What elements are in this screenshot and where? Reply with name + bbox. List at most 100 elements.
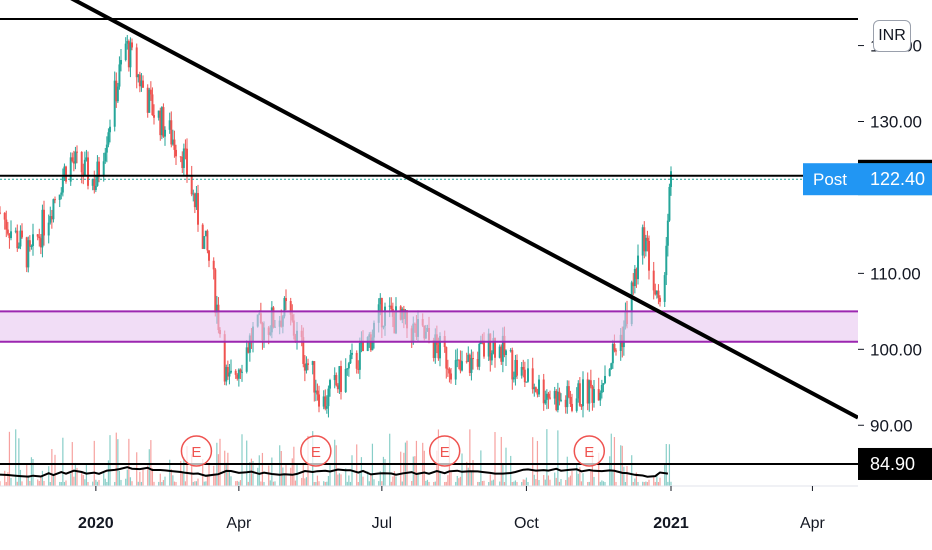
volume-bar	[434, 481, 436, 486]
volume-bar	[62, 437, 64, 486]
volume-bar	[395, 476, 397, 486]
candle-body	[236, 374, 239, 379]
candle-body	[670, 171, 672, 187]
earnings-marker[interactable]: E	[300, 435, 332, 467]
currency-button[interactable]: INR	[873, 20, 911, 52]
volume-bar	[557, 430, 559, 486]
candle-body	[0, 212, 1, 214]
volume-bar	[527, 481, 529, 486]
candle-body	[247, 347, 250, 353]
volume-bar	[164, 476, 166, 486]
volume-bar	[456, 475, 458, 486]
volume-bar	[335, 445, 337, 486]
volume-bar	[30, 457, 33, 486]
volume-bar	[40, 477, 42, 486]
support-zone[interactable]	[0, 311, 858, 342]
candle-body	[186, 148, 188, 175]
candle-body	[555, 390, 558, 411]
trendline[interactable]	[0, 0, 859, 420]
volume-bar	[461, 453, 463, 486]
candle-body	[316, 390, 319, 395]
volume-bar	[469, 429, 471, 486]
volume-bar	[411, 481, 413, 486]
volume-bar	[558, 481, 561, 486]
volume-bar	[247, 481, 249, 486]
candle-body	[289, 301, 292, 315]
volume-bar	[516, 481, 518, 486]
candle-body	[307, 363, 309, 365]
volume-bar	[10, 477, 12, 486]
volume-bar	[70, 473, 72, 486]
volume-bar	[598, 452, 600, 486]
candle-body	[547, 393, 550, 398]
candle-body	[43, 209, 45, 236]
volume-bar	[664, 464, 666, 486]
earnings-marker[interactable]: E	[180, 435, 213, 467]
candle-body	[140, 80, 143, 87]
price-badge[interactable]: 84.90	[858, 447, 932, 480]
volume-bar	[623, 466, 625, 486]
volume-bar	[510, 455, 512, 486]
volume-bar	[668, 444, 671, 486]
candle-body	[461, 361, 463, 371]
candle-body	[19, 230, 22, 247]
volume-bar	[294, 480, 297, 486]
volume-bar	[538, 479, 540, 486]
candle-body	[109, 126, 111, 133]
candle-body	[96, 161, 99, 186]
candle-body	[302, 337, 305, 364]
candle-body	[472, 357, 474, 360]
candle-body	[355, 352, 358, 369]
candle-body	[544, 399, 547, 404]
candle-body	[305, 363, 308, 371]
candle-body	[160, 107, 163, 136]
candle-body	[362, 341, 364, 352]
candle-body	[248, 335, 251, 353]
volume-bar	[98, 480, 100, 486]
volume-bar	[544, 479, 546, 486]
time-tick-label: Jul	[372, 515, 392, 532]
earnings-marker[interactable]: E	[428, 435, 461, 467]
candle-body	[118, 64, 121, 87]
candle-body	[3, 212, 6, 220]
volume-bar	[444, 481, 446, 486]
time-axis[interactable]: 2020 Apr Jul Oct 2021 Apr	[0, 485, 858, 532]
candle-body	[138, 74, 141, 87]
price-badge-tag-bg	[803, 163, 858, 196]
price-tick-label: 90.00	[870, 416, 913, 435]
volume-bar	[599, 481, 601, 486]
volume-bar	[15, 429, 17, 486]
candle-body	[74, 151, 77, 164]
candle-body	[347, 363, 350, 369]
candle-body	[525, 381, 528, 383]
candle-body	[668, 186, 671, 221]
price-badge-bg	[858, 447, 932, 480]
price-axis[interactable]: 90.00100.00110.00130.00140.00122.85122.4…	[803, 0, 932, 486]
volume-bar	[43, 480, 45, 486]
earnings-marker[interactable]: E	[573, 435, 606, 467]
candle-body	[193, 193, 196, 208]
candle-body	[335, 375, 338, 386]
volume-bar	[318, 481, 320, 486]
candle-body	[569, 396, 572, 404]
volume-bar	[82, 475, 84, 486]
volume-bar	[349, 481, 352, 486]
candle-body	[371, 337, 374, 351]
candle-body	[351, 352, 353, 355]
volume-bar	[206, 476, 209, 486]
volume-bar	[492, 479, 495, 486]
candle-body	[615, 350, 617, 352]
price-badge[interactable]: Post 122.40	[803, 163, 932, 196]
volume-bar	[565, 479, 567, 486]
volume-bar	[269, 480, 271, 486]
volume-bar	[106, 481, 108, 486]
candle-body	[285, 298, 287, 302]
candle-body	[329, 380, 331, 389]
volume-bar	[147, 465, 149, 486]
volume-bar	[626, 465, 628, 486]
candle-body	[600, 384, 603, 393]
candle-body	[105, 144, 108, 153]
candle-body	[608, 369, 611, 376]
